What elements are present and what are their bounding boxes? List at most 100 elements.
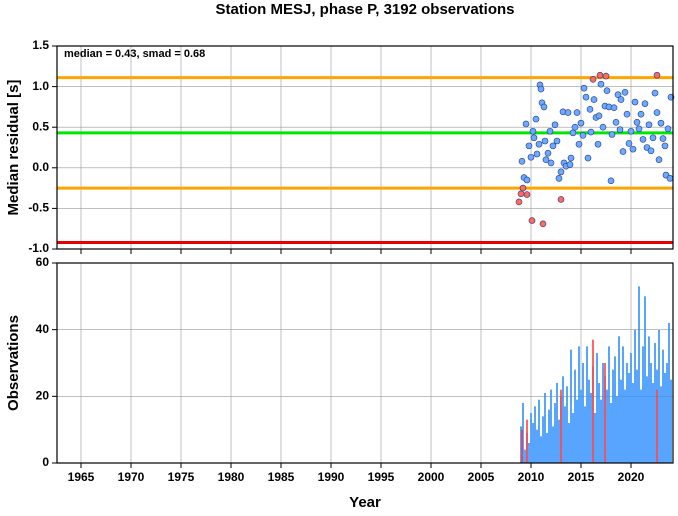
x-tick-label: 2020 (618, 470, 645, 484)
x-axis-label: Year (349, 494, 381, 511)
bar (668, 323, 670, 463)
point (546, 127, 554, 135)
bar (602, 363, 604, 463)
point (569, 129, 577, 137)
point (666, 175, 674, 182)
x-tick-label: 2005 (468, 470, 495, 484)
point (537, 85, 545, 93)
bar (628, 373, 630, 463)
bar (622, 346, 624, 463)
bar (644, 296, 646, 463)
point (573, 109, 581, 116)
y-tick-label: 0.0 (32, 160, 49, 174)
point (529, 127, 537, 135)
bar (650, 363, 652, 463)
point (664, 125, 672, 133)
bar (614, 356, 616, 463)
point (539, 220, 547, 228)
point (655, 156, 663, 163)
point (518, 158, 526, 165)
plot-frame (56, 262, 674, 464)
bar (552, 426, 554, 463)
bar (670, 379, 672, 463)
bar (598, 383, 600, 463)
bar (590, 393, 592, 463)
point (523, 176, 531, 184)
bar (608, 346, 610, 463)
point (527, 153, 535, 161)
bar (638, 286, 640, 463)
y-tick-label: 1.5 (32, 38, 49, 52)
point (575, 140, 583, 148)
bar (612, 369, 614, 463)
bar (570, 349, 572, 463)
point (528, 217, 536, 224)
point (661, 142, 669, 150)
bar (564, 406, 566, 463)
y-tick-label: 0.5 (32, 119, 49, 133)
point (547, 159, 555, 167)
bar (630, 353, 632, 463)
bar (532, 423, 534, 463)
bar (550, 389, 552, 463)
point (657, 119, 665, 127)
point (637, 110, 645, 118)
point (619, 148, 627, 155)
point (582, 93, 590, 101)
x-tick-label: 1965 (68, 470, 95, 484)
y-tick-label: 60 (36, 255, 50, 269)
bar (558, 419, 560, 463)
point (553, 137, 561, 145)
x-tick-label: 2000 (418, 470, 445, 484)
y-tick-label: 40 (36, 322, 50, 336)
point (519, 184, 527, 192)
point (523, 191, 531, 198)
y-tick-label: -0.5 (28, 201, 49, 215)
point (525, 142, 533, 150)
point (653, 71, 661, 79)
x-tick-label: 2015 (568, 470, 595, 484)
point (517, 190, 525, 198)
y-axis-label: Median residual [s] (5, 80, 22, 216)
bar (586, 346, 588, 463)
point (595, 112, 603, 120)
bar (526, 419, 528, 463)
bar (574, 369, 576, 463)
point (584, 154, 592, 162)
point (641, 100, 649, 107)
bar (578, 346, 580, 463)
y-tick-label: 0 (42, 455, 49, 469)
bar (654, 343, 656, 463)
point (607, 177, 615, 185)
point (621, 88, 629, 96)
bar (660, 386, 662, 463)
point (649, 134, 657, 142)
point (541, 137, 549, 145)
point (625, 140, 633, 147)
y-tick-label: 20 (36, 389, 50, 403)
bar (556, 383, 558, 463)
point (542, 156, 550, 163)
point (647, 147, 655, 155)
bar (618, 336, 620, 463)
point (579, 132, 587, 139)
point (616, 126, 624, 133)
y-axis-label: Observations (5, 315, 22, 411)
x-tick-label: 1995 (368, 470, 395, 484)
point (635, 125, 643, 133)
point (551, 121, 559, 129)
point (594, 140, 602, 148)
bar (576, 399, 578, 463)
bar (580, 389, 582, 463)
chart-title: Station MESJ, phase P, 3192 observations (215, 1, 514, 18)
point (580, 84, 588, 92)
bar (624, 389, 626, 463)
point (614, 91, 622, 99)
point (566, 161, 574, 168)
bar (566, 386, 568, 463)
bar (652, 383, 654, 463)
point (544, 149, 552, 157)
bar (540, 436, 542, 463)
bar (610, 403, 612, 463)
bar (568, 423, 570, 463)
